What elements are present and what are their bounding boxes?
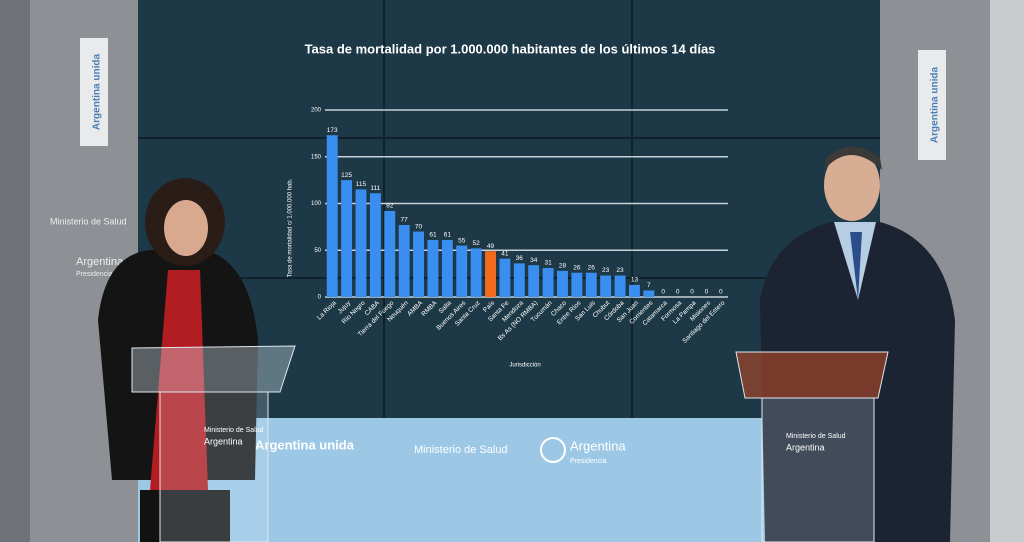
bar — [413, 231, 425, 297]
bar — [326, 135, 338, 297]
podium-text: Ministerio de Salud — [204, 427, 264, 434]
bar — [427, 239, 439, 297]
emblem — [540, 437, 566, 463]
y-tick-label: 50 — [314, 248, 321, 254]
right-banner-plate — [918, 50, 946, 160]
bar — [485, 251, 496, 297]
value-label: 36 — [516, 255, 524, 262]
value-label: 26 — [588, 264, 596, 271]
face — [824, 149, 880, 221]
led-text: Argentina — [570, 438, 626, 453]
x-axis-label: Jurisdicción — [509, 363, 540, 369]
bar — [542, 268, 554, 297]
bar — [456, 245, 468, 297]
value-label: 23 — [616, 267, 624, 274]
value-label: 77 — [401, 217, 409, 224]
value-label: 61 — [429, 232, 437, 239]
value-label: 0 — [690, 289, 694, 296]
podium-text: Argentina — [204, 436, 243, 446]
tie — [850, 232, 862, 300]
screen-seams — [138, 0, 880, 418]
bar — [470, 248, 482, 297]
banner-text: Argentina unida — [92, 54, 103, 131]
value-label: 23 — [602, 267, 610, 274]
hair — [824, 146, 882, 170]
bar — [643, 290, 655, 297]
value-label: 0 — [676, 289, 680, 296]
podium-text: Ministerio de Salud — [786, 433, 846, 440]
led-strip — [138, 418, 880, 542]
bar — [528, 265, 540, 297]
value-label: 70 — [415, 223, 423, 230]
legs — [140, 490, 230, 542]
value-label: 31 — [544, 260, 552, 267]
value-label: 111 — [370, 185, 380, 192]
face — [164, 200, 208, 256]
podium — [761, 397, 875, 542]
y-tick-label: 100 — [311, 201, 322, 207]
value-label: 7 — [647, 282, 651, 289]
bar — [600, 275, 612, 297]
podium — [131, 345, 296, 393]
bar — [441, 239, 453, 297]
dress — [150, 270, 208, 490]
wall — [990, 0, 1024, 542]
value-label: 125 — [341, 172, 352, 179]
y-axis-label: Tasa de mortalidad c/ 1.000.000 hab. — [288, 178, 294, 277]
value-label: 115 — [356, 181, 367, 188]
left-banner-plate — [80, 38, 108, 146]
value-label: 49 — [487, 243, 495, 250]
podium — [159, 391, 269, 542]
ministry-text: Ministerio de Salud — [50, 216, 127, 226]
led-text: Presidencia — [570, 458, 607, 465]
y-tick-label: 0 — [318, 295, 322, 301]
banner-text: Argentina unida — [930, 67, 941, 144]
bar — [614, 275, 626, 297]
value-label: 13 — [631, 277, 639, 284]
y-tick-label: 150 — [311, 154, 322, 160]
bar — [513, 263, 525, 297]
value-label: 28 — [559, 263, 567, 270]
bar — [557, 270, 568, 297]
argentina-text: Argentina — [76, 256, 124, 268]
value-label: 0 — [719, 289, 723, 296]
value-label: 92 — [386, 203, 394, 210]
value-label: 34 — [530, 257, 538, 264]
value-label: 55 — [458, 237, 466, 244]
value-label: 52 — [473, 240, 481, 247]
value-label: 26 — [573, 264, 581, 271]
podium-text: Argentina — [786, 442, 825, 452]
bar — [398, 225, 410, 297]
value-label: 41 — [501, 250, 509, 257]
bar — [369, 193, 381, 297]
value-label: 0 — [661, 289, 665, 296]
bar — [628, 284, 640, 297]
bar — [384, 210, 396, 297]
bar — [355, 189, 367, 297]
bar — [341, 180, 353, 297]
value-label: 0 — [705, 289, 709, 296]
screen — [138, 0, 880, 418]
value-label: 173 — [327, 127, 338, 134]
y-tick-label: 200 — [311, 108, 322, 114]
presidencia-text: Presidencia — [76, 271, 113, 278]
led-text: Argentina unida — [255, 437, 355, 452]
bar — [585, 272, 597, 297]
led-text: Ministerio de Salud — [414, 444, 508, 456]
bar — [499, 258, 511, 297]
value-label: 61 — [444, 232, 452, 239]
bar — [571, 272, 583, 297]
podium — [735, 351, 889, 399]
chart-title: Tasa de mortalidad por 1.000.000 habitan… — [305, 41, 716, 56]
